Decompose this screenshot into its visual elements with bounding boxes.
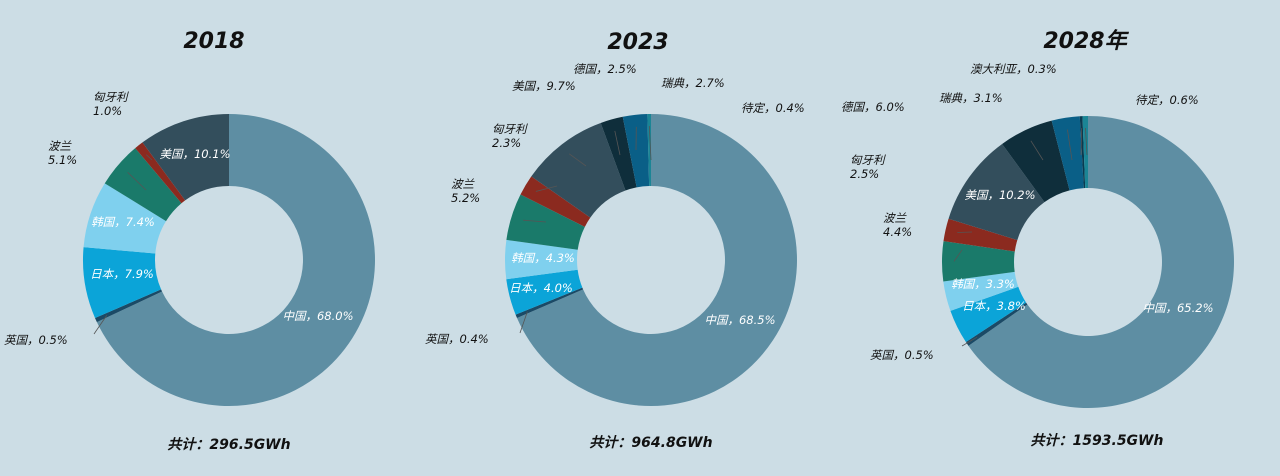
data-label-美国: 美国，10.1% bbox=[159, 147, 230, 161]
leader-line bbox=[145, 154, 153, 161]
slice-韩国 bbox=[943, 271, 1019, 311]
leader-line bbox=[519, 311, 528, 334]
slice-瑞典 bbox=[622, 114, 650, 188]
data-label-英国: 英国，0.5% bbox=[870, 348, 934, 362]
chart-title: 2028年 bbox=[1043, 28, 1129, 54]
data-label-中国: 中国，68.5% bbox=[704, 313, 775, 327]
data-label-韩国: 韩国，7.4% bbox=[91, 215, 155, 229]
slice-澳大利亚 bbox=[1079, 116, 1086, 189]
data-label-瑞典: 瑞典，2.7% bbox=[661, 76, 725, 90]
leader-line bbox=[127, 172, 147, 191]
chart-total: 共计：296.5GWh bbox=[167, 437, 290, 453]
leader-line bbox=[953, 249, 963, 262]
data-label-波兰: 波兰 4.4% bbox=[883, 211, 912, 239]
data-label-待定: 待定，0.6% bbox=[1135, 93, 1199, 107]
leader-line bbox=[961, 336, 978, 347]
slice-待定 bbox=[647, 114, 651, 187]
leader-line bbox=[614, 130, 621, 156]
slice-匈牙利 bbox=[943, 218, 1018, 252]
slice-美国 bbox=[142, 114, 229, 201]
slice-韩国 bbox=[83, 183, 167, 254]
slice-中国 bbox=[968, 116, 1234, 409]
slice-日本 bbox=[506, 269, 583, 315]
chart-total: 共计：1593.5GWh bbox=[1031, 433, 1164, 449]
data-label-匈牙利: 匈牙利 2.5% bbox=[850, 153, 886, 181]
leader-line bbox=[93, 314, 108, 335]
chart-title: 2023 bbox=[607, 30, 668, 55]
slice-德国 bbox=[600, 116, 637, 191]
leader-line bbox=[957, 231, 973, 233]
slice-德国 bbox=[1002, 120, 1070, 203]
data-label-日本: 日本，4.0% bbox=[509, 281, 573, 295]
data-label-波兰: 波兰 5.2% bbox=[451, 177, 480, 205]
data-label-待定: 待定，0.4% bbox=[741, 101, 805, 115]
data-label-日本: 日本，3.8% bbox=[962, 299, 1026, 313]
leader-line bbox=[568, 153, 587, 167]
leader-line bbox=[1067, 129, 1073, 161]
data-label-韩国: 韩国，4.3% bbox=[511, 251, 575, 265]
leader-line bbox=[1080, 128, 1083, 156]
slice-瑞典 bbox=[1051, 116, 1084, 191]
slice-波兰 bbox=[942, 241, 1015, 282]
leader-line bbox=[1085, 128, 1088, 156]
data-label-英国: 英国，0.5% bbox=[4, 333, 68, 347]
slice-美国 bbox=[531, 122, 626, 218]
donut-chart-2018: 2018 中国，68.0% 英国，0.5% 日本，7.9% 韩国，7.4% 波兰 5.1%… bbox=[4, 29, 375, 453]
data-label-中国: 中国，65.2% bbox=[1142, 301, 1213, 315]
slice-匈牙利 bbox=[135, 142, 186, 204]
data-label-美国: 美国，10.2% bbox=[964, 188, 1035, 202]
data-label-美国: 美国，9.7% bbox=[512, 79, 576, 93]
data-label-匈牙利: 匈牙利 1.0% bbox=[93, 90, 129, 118]
slice-待定 bbox=[1082, 116, 1088, 189]
slice-中国 bbox=[517, 114, 797, 406]
data-label-德国: 德国，6.0% bbox=[841, 100, 905, 114]
chart-title: 2018 bbox=[183, 29, 244, 54]
slice-韩国 bbox=[504, 239, 578, 280]
leader-line bbox=[535, 185, 558, 192]
leader-line bbox=[523, 219, 547, 223]
data-label-德国: 德国，2.5% bbox=[573, 62, 637, 76]
slice-美国 bbox=[948, 143, 1045, 241]
data-label-中国: 中国，68.0% bbox=[282, 309, 353, 323]
slice-波兰 bbox=[104, 148, 182, 222]
slice-英国 bbox=[95, 289, 163, 323]
donut-chart-2023: 2023 中国，68.5% 英国，0.4% 日本，4.0% 韩国，4.3% 波兰 5.2%… bbox=[425, 30, 805, 451]
data-label-英国: 英国，0.4% bbox=[425, 332, 489, 346]
slice-英国 bbox=[515, 287, 584, 318]
data-label-韩国: 韩国，3.3% bbox=[951, 277, 1015, 291]
slice-日本 bbox=[83, 247, 162, 318]
slice-英国 bbox=[965, 302, 1028, 346]
slice-日本 bbox=[950, 286, 1027, 343]
leader-line bbox=[1030, 140, 1044, 161]
data-label-日本: 日本，7.9% bbox=[90, 267, 154, 281]
data-label-瑞典: 瑞典，3.1% bbox=[939, 91, 1003, 105]
donut-chart-2028: 2028年 中国，65.2% 英国，0.5% 日本，3.8% 韩国，3.3% 波兰 4.4… bbox=[841, 28, 1234, 449]
slice-中国 bbox=[96, 114, 375, 407]
chart-total: 共计：964.8GWh bbox=[589, 435, 712, 451]
leader-line bbox=[648, 125, 652, 161]
data-label-澳大利亚: 澳大利亚，0.3% bbox=[970, 62, 1057, 76]
slice-匈牙利 bbox=[520, 176, 591, 227]
data-label-匈牙利: 匈牙利 2.3% bbox=[492, 122, 528, 150]
data-label-波兰: 波兰 5.1% bbox=[48, 139, 77, 167]
